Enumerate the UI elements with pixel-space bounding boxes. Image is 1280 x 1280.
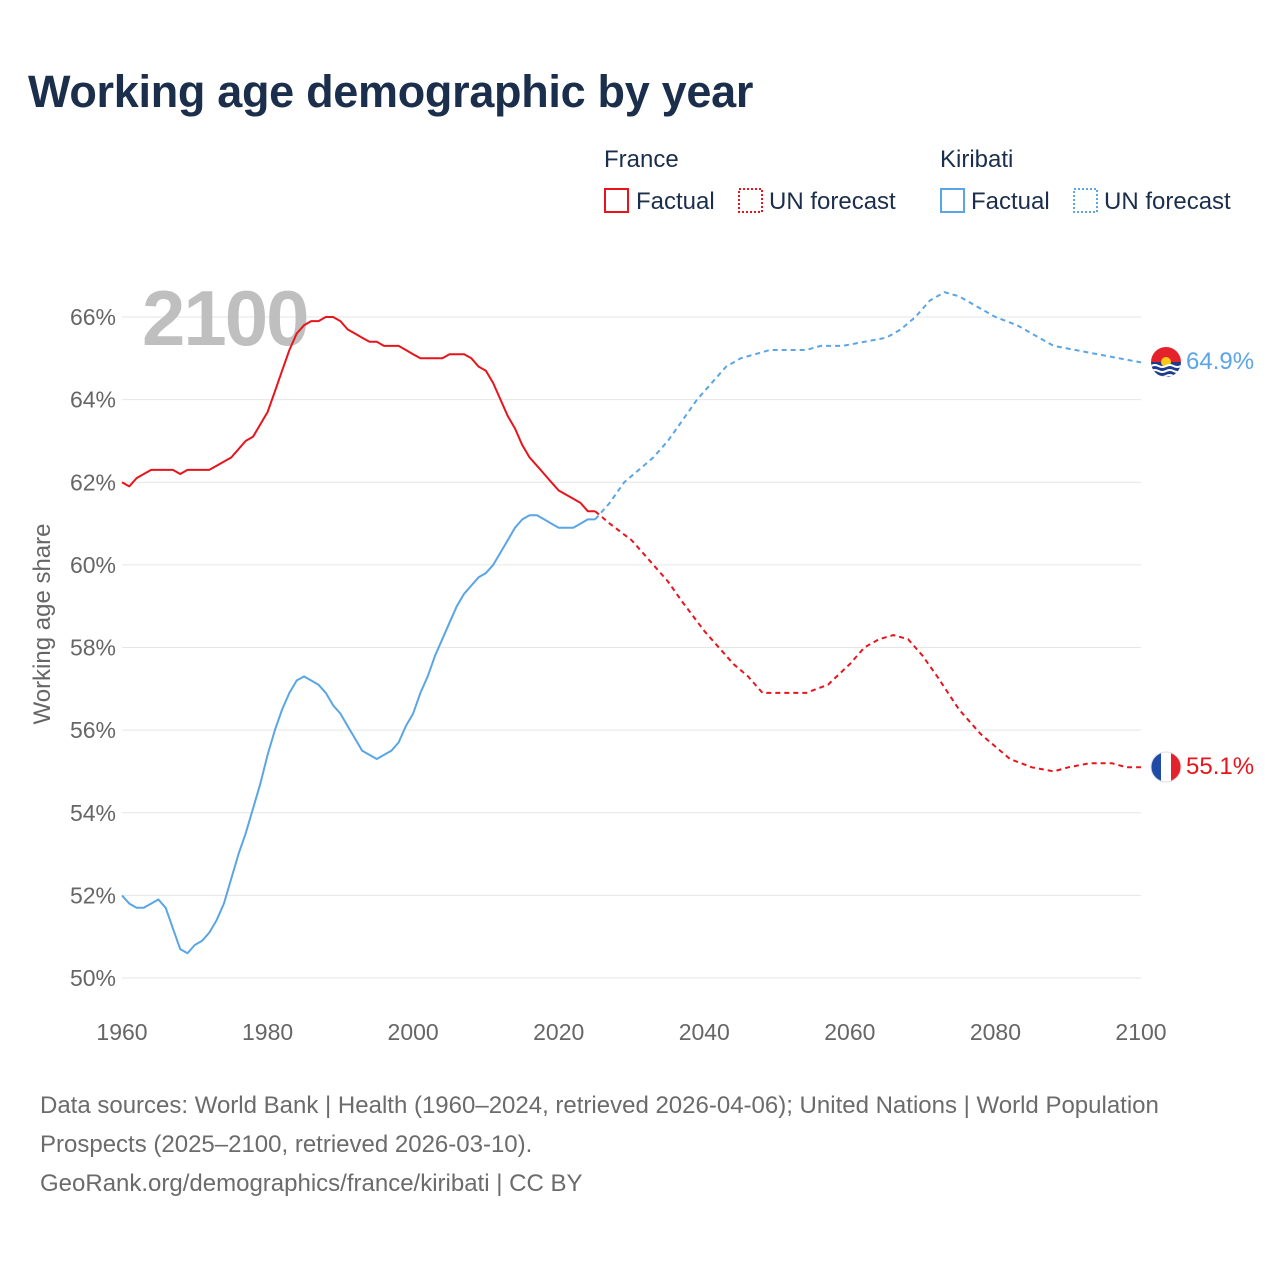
series-line-kiribati-factual: [121, 514, 596, 955]
legend-group-kiribati-title: Kiribati: [940, 146, 1013, 173]
series-line-france-forecast: [594, 510, 1141, 773]
footer: Data sources: World Bank | Health (1960–…: [40, 1086, 1240, 1203]
legend-swatch-france-factual: [604, 188, 629, 213]
legend: France Factual UN forecast Kiribati Fact…: [604, 146, 1231, 215]
x-tick-label: 2080: [970, 1019, 1021, 1045]
y-tick-label: 52%: [70, 882, 116, 908]
y-tick-label: 50%: [70, 965, 116, 991]
series-line-france-factual: [121, 316, 596, 513]
x-tick-label: 2000: [388, 1019, 439, 1045]
y-tick-label: 62%: [70, 469, 116, 495]
x-tick-label: 1980: [242, 1019, 293, 1045]
y-axis-label: Working age share: [29, 524, 56, 725]
france-flag-icon: [1150, 751, 1182, 783]
x-tick-label: 1960: [96, 1019, 147, 1045]
y-tick-label: 66%: [70, 304, 116, 330]
x-axis-ticks: 1960 1980 2000 2020 2040 2060 2080 2100: [96, 1019, 1166, 1045]
x-tick-label: 2040: [679, 1019, 730, 1045]
legend-label-france-forecast: UN forecast: [769, 188, 896, 215]
y-tick-label: 54%: [70, 800, 116, 826]
line-chart: France Factual UN forecast Kiribati Fact…: [29, 146, 1254, 1045]
y-axis-ticks: 50% 52% 54% 56% 58% 60% 62% 64% 66%: [70, 304, 116, 991]
kiribati-flag-icon: [1151, 347, 1181, 377]
y-tick-label: 64%: [70, 387, 116, 413]
x-tick-label: 2020: [533, 1019, 584, 1045]
legend-label-france-factual: Factual: [636, 188, 715, 215]
legend-label-kiribati-factual: Factual: [971, 188, 1050, 215]
y-tick-label: 56%: [70, 717, 116, 743]
series-line-kiribati-forecast: [594, 291, 1142, 521]
legend-swatch-france-forecast: [738, 188, 763, 213]
year-watermark: 2100: [142, 274, 308, 362]
chart-title: Working age demographic by year: [28, 66, 754, 117]
data-source-note: Data sources: World Bank | Health (1960–…: [40, 1092, 1159, 1158]
legend-label-kiribati-forecast: UN forecast: [1104, 188, 1231, 215]
y-tick-label: 58%: [70, 635, 116, 661]
gridlines: [122, 316, 1141, 979]
y-tick-label: 60%: [70, 552, 116, 578]
attribution-link[interactable]: GeoRank.org/demographics/france/kiribati…: [40, 1170, 583, 1197]
legend-swatch-kiribati-forecast: [1073, 188, 1098, 213]
legend-group-france-title: France: [604, 146, 679, 173]
x-tick-label: 2060: [824, 1019, 875, 1045]
end-label-kiribati: 64.9%: [1186, 348, 1254, 375]
legend-swatch-kiribati-factual: [940, 188, 965, 213]
x-tick-label: 2100: [1115, 1019, 1166, 1045]
end-label-france: 55.1%: [1186, 753, 1254, 780]
